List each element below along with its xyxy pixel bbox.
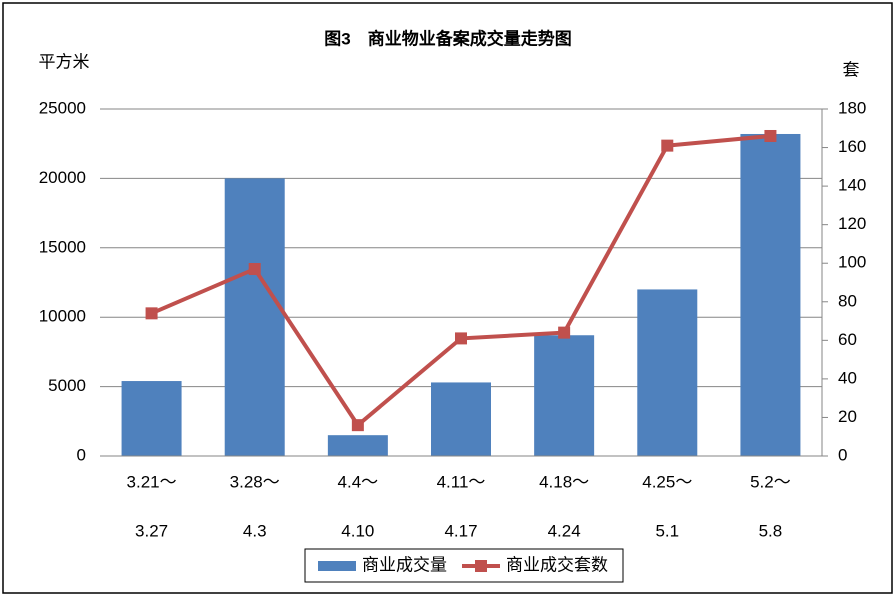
line-marker xyxy=(558,326,571,339)
x-tick-label: 4.25～ xyxy=(642,472,692,491)
y2-tick-label: 80 xyxy=(838,291,857,310)
y-tick-label: 5000 xyxy=(48,376,86,395)
x-tick-label: 5.1 xyxy=(655,521,679,540)
line-marker xyxy=(661,139,674,152)
y2-tick-label: 0 xyxy=(838,445,847,464)
bar xyxy=(431,382,491,456)
legend-label: 商业成交套数 xyxy=(506,555,608,574)
y2-tick-label: 120 xyxy=(838,214,866,233)
y2-tick-label: 100 xyxy=(838,253,866,272)
x-tick-label: 4.10 xyxy=(341,521,374,540)
x-tick-label: 4.11～ xyxy=(437,472,486,491)
y2-tick-label: 160 xyxy=(838,137,866,156)
x-tick-label: 3.28～ xyxy=(230,472,280,491)
x-tick-label: 5.2～ xyxy=(750,472,791,491)
line-marker xyxy=(351,419,364,432)
x-tick-label: 3.21～ xyxy=(127,472,177,491)
x-tick-label: 4.4～ xyxy=(338,472,379,491)
y2-tick-label: 180 xyxy=(838,98,866,117)
bar xyxy=(740,133,801,456)
y2-tick-label: 140 xyxy=(838,176,866,195)
bar xyxy=(121,381,182,456)
x-tick-label: 5.8 xyxy=(759,521,783,540)
x-tick-label: 3.27 xyxy=(135,521,168,540)
y2-tick-label: 40 xyxy=(838,368,857,387)
y-tick-label: 10000 xyxy=(39,307,86,326)
bar xyxy=(224,178,285,456)
y-tick-label: 20000 xyxy=(39,168,86,187)
line-marker xyxy=(455,332,467,345)
x-tick-label: 4.17 xyxy=(444,521,477,540)
bar xyxy=(327,435,388,456)
y2-tick-label: 20 xyxy=(838,407,857,426)
line-marker xyxy=(764,129,777,142)
chart-title: 图3 商业物业备案成交量走势图 xyxy=(324,28,571,48)
line-marker xyxy=(145,307,158,320)
y-tick-label: 0 xyxy=(77,445,86,464)
y-tick-label: 15000 xyxy=(39,237,86,256)
y2-axis-label: 套 xyxy=(843,60,860,79)
x-tick-label: 4.24 xyxy=(548,521,581,540)
legend-swatch xyxy=(318,561,356,571)
x-tick-label: 4.18～ xyxy=(539,472,589,491)
y-tick-label: 25000 xyxy=(39,98,86,117)
bar xyxy=(637,289,698,456)
x-tick-label: 4.3 xyxy=(243,521,267,540)
bar xyxy=(534,335,595,456)
legend-label: 商业成交量 xyxy=(362,555,447,574)
y-axis-label: 平方米 xyxy=(39,52,90,71)
y2-tick-label: 60 xyxy=(838,330,857,349)
line-marker xyxy=(248,263,261,276)
legend-swatch-marker xyxy=(475,560,487,572)
